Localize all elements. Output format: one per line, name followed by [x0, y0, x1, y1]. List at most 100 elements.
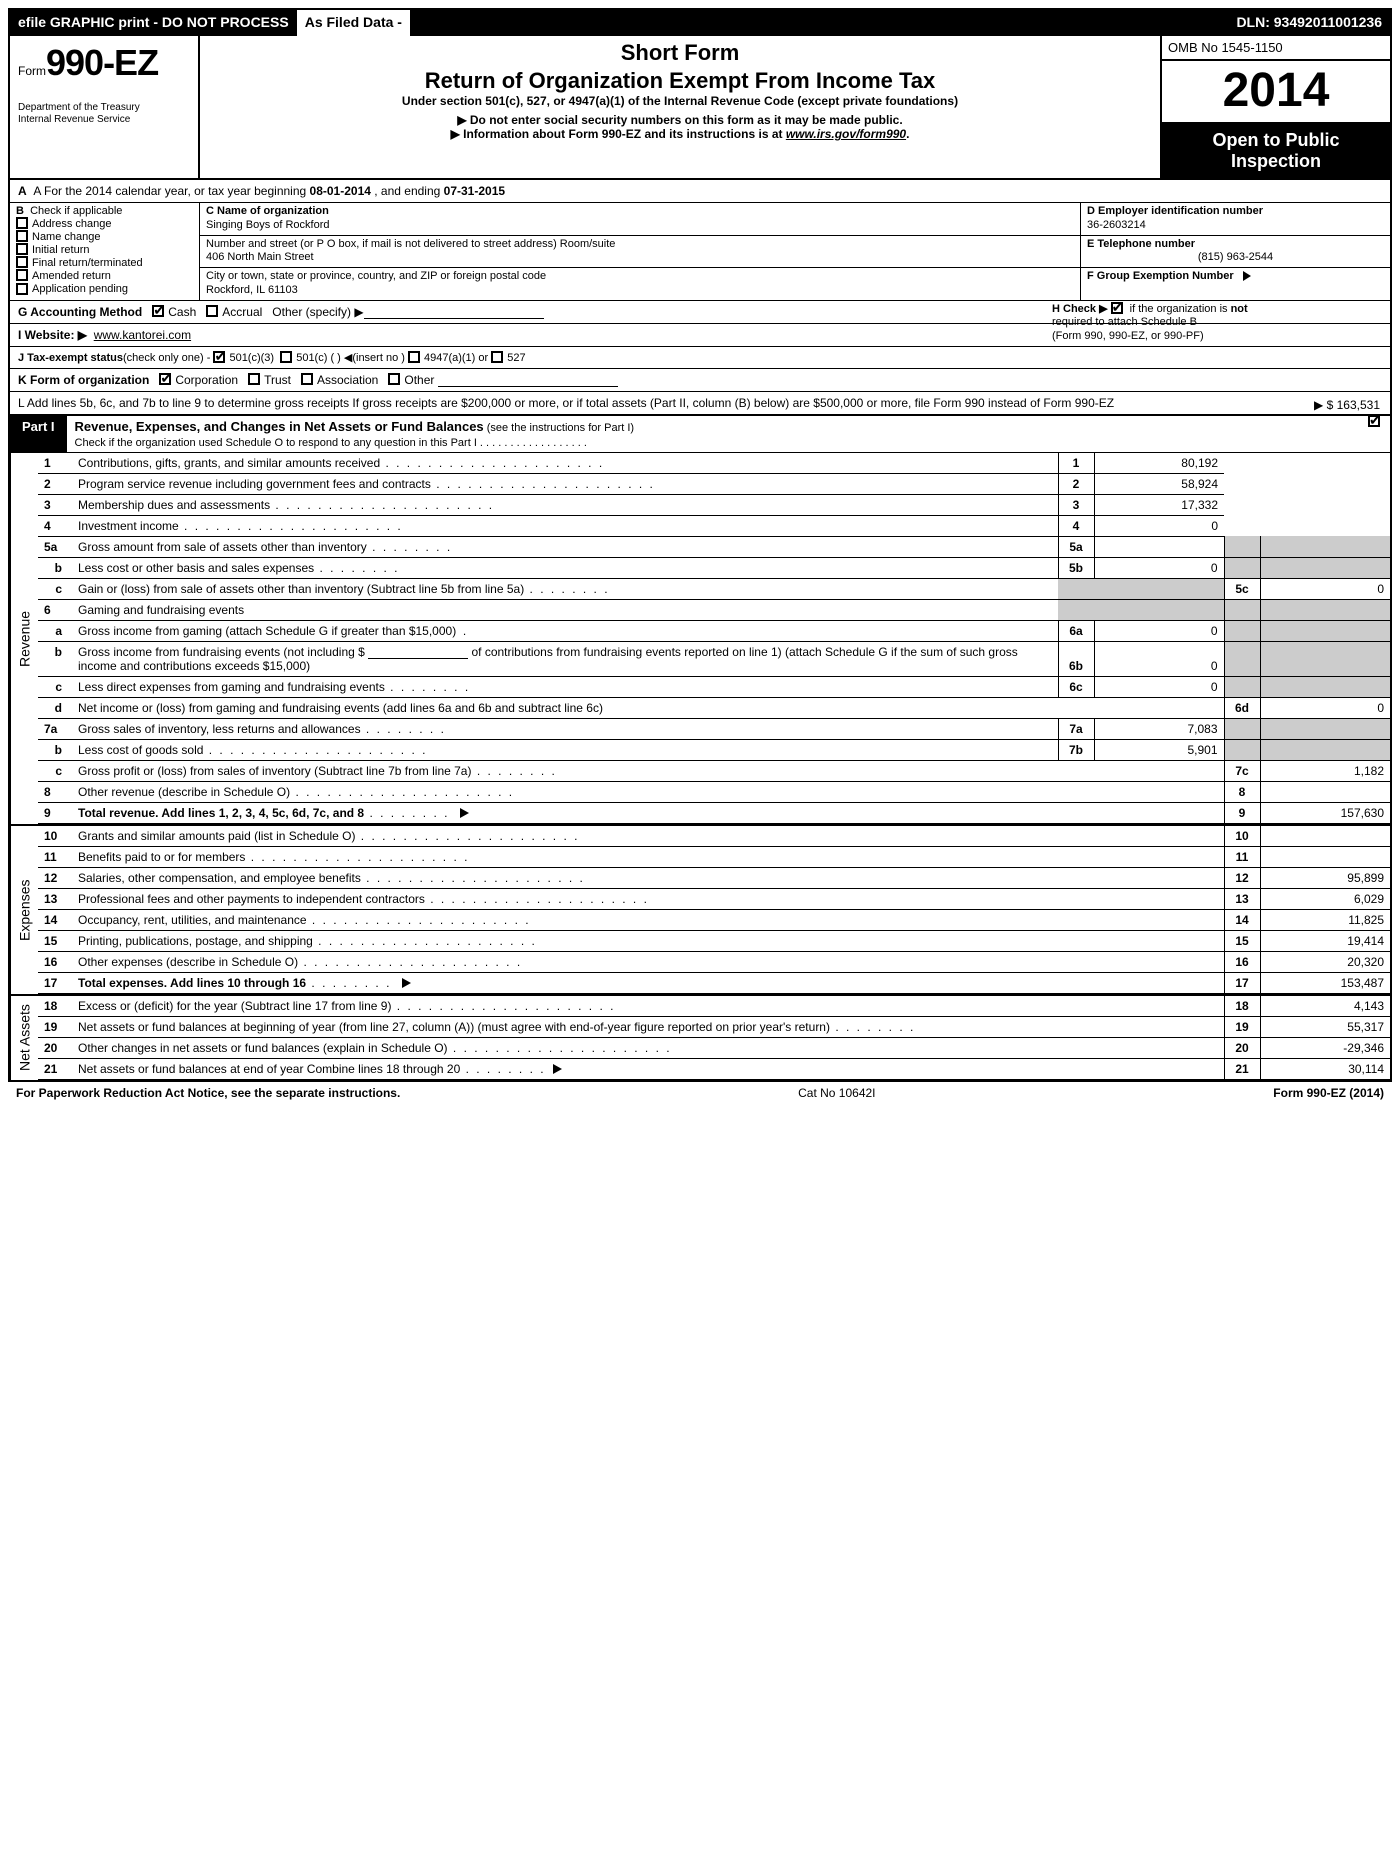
line-15: 15Printing, publications, postage, and s… — [38, 930, 1390, 951]
line-5b: bLess cost or other basis and sales expe… — [38, 557, 1390, 578]
net-assets-table: 18Excess or (deficit) for the year (Subt… — [38, 996, 1390, 1080]
city-label: City or town, state or province, country… — [206, 270, 1074, 284]
row-i-website: I Website: ▶ www.kantorei.com — [10, 324, 1390, 347]
line-4: 4Investment income40 — [38, 515, 1390, 536]
line-7a: 7aGross sales of inventory, less returns… — [38, 718, 1390, 739]
expenses-label: Expenses — [10, 826, 38, 994]
arrow-icon — [553, 1064, 562, 1074]
chk-schedule-o[interactable] — [1368, 415, 1380, 427]
short-form-title: Short Form — [210, 40, 1150, 66]
line-2: 2Program service revenue including gover… — [38, 473, 1390, 494]
dln: DLN: 93492011001236 — [1228, 10, 1390, 36]
header-center: Short Form Return of Organization Exempt… — [200, 36, 1160, 178]
efile-left: efile GRAPHIC print - DO NOT PROCESS — [10, 10, 297, 36]
ein: 36-2603214 — [1087, 219, 1146, 231]
net-assets-label: Net Assets — [10, 996, 38, 1080]
chk-final-return[interactable] — [16, 256, 28, 268]
line-6: 6Gaming and fundraising events — [38, 599, 1390, 620]
header-right: OMB No 1545-1150 2014 Open to Public Ins… — [1160, 36, 1390, 178]
chk-527[interactable] — [491, 351, 503, 363]
form-header: Form990-EZ Department of the Treasury In… — [10, 36, 1390, 180]
form-number-box: Form990-EZ Department of the Treasury In… — [10, 36, 200, 178]
line-1: 1Contributions, gifts, grants, and simil… — [38, 453, 1390, 474]
expenses-table: 10Grants and similar amounts paid (list … — [38, 826, 1390, 994]
line-13: 13Professional fees and other payments t… — [38, 888, 1390, 909]
chk-h[interactable] — [1111, 302, 1123, 314]
chk-other-org[interactable] — [388, 373, 400, 385]
line-11: 11Benefits paid to or for members11 — [38, 846, 1390, 867]
row-k-form-org: K Form of organization Corporation Trust… — [10, 369, 1390, 392]
irs-link[interactable]: www.irs.gov/form990 — [786, 127, 906, 141]
line-8: 8Other revenue (describe in Schedule O)8 — [38, 781, 1390, 802]
chk-name-change[interactable] — [16, 230, 28, 242]
line-9: 9Total revenue. Add lines 1, 2, 3, 4, 5c… — [38, 802, 1390, 823]
part-1-title: Revenue, Expenses, and Changes in Net As… — [67, 416, 1362, 452]
col-d-e-f: D Employer identification number 36-2603… — [1080, 203, 1390, 300]
chk-trust[interactable] — [248, 373, 260, 385]
e-label: E Telephone number — [1087, 238, 1195, 250]
as-filed-data: As Filed Data - — [297, 10, 430, 36]
arrow-icon — [1243, 271, 1251, 281]
chk-501c[interactable] — [280, 351, 292, 363]
row-j-tax-exempt: J Tax-exempt status(check only one) - 50… — [10, 347, 1390, 369]
chk-corporation[interactable] — [159, 373, 171, 385]
form-ref: Form 990-EZ (2014) — [1273, 1086, 1384, 1100]
form-container: efile GRAPHIC print - DO NOT PROCESS As … — [8, 8, 1392, 1082]
form-number: 990-EZ — [46, 42, 158, 83]
chk-address-change[interactable] — [16, 217, 28, 229]
expenses-block: Expenses 10Grants and similar amounts pa… — [10, 824, 1390, 994]
col-b-checkboxes: B Check if applicable Address change Nam… — [10, 203, 200, 300]
form-prefix: Form — [18, 64, 46, 78]
chk-cash[interactable] — [152, 305, 164, 317]
city-value: Rockford, IL 61103 — [206, 284, 1074, 298]
row-g-accounting: G Accounting Method Cash Accrual Other (… — [10, 301, 1390, 324]
line-14: 14Occupancy, rent, utilities, and mainte… — [38, 909, 1390, 930]
line-21: 21Net assets or fund balances at end of … — [38, 1058, 1390, 1079]
line-20: 20Other changes in net assets or fund ba… — [38, 1037, 1390, 1058]
return-title: Return of Organization Exempt From Incom… — [210, 68, 1150, 94]
line-5c: cGain or (loss) from sale of assets othe… — [38, 578, 1390, 599]
line-17: 17Total expenses. Add lines 10 through 1… — [38, 972, 1390, 993]
website-value[interactable]: www.kantorei.com — [94, 328, 191, 342]
irs: Internal Revenue Service — [18, 114, 190, 126]
row-l-gross-receipts: L Add lines 5b, 6c, and 7b to line 9 to … — [10, 392, 1390, 414]
dept-treasury: Department of the Treasury — [18, 102, 190, 114]
paperwork-notice: For Paperwork Reduction Act Notice, see … — [16, 1086, 400, 1100]
chk-accrual[interactable] — [206, 305, 218, 317]
line-6d: dNet income or (loss) from gaming and fu… — [38, 697, 1390, 718]
street-label: Number and street (or P O box, if mail i… — [206, 238, 1074, 252]
col-c-name-address: C Name of organization Singing Boys of R… — [200, 203, 1080, 300]
arrow-icon — [460, 808, 469, 818]
phone: (815) 963-2544 — [1087, 251, 1384, 265]
under-section: Under section 501(c), 527, or 4947(a)(1)… — [210, 94, 1150, 109]
tax-year: 2014 — [1162, 61, 1390, 124]
revenue-table: 1Contributions, gifts, grants, and simil… — [38, 453, 1390, 824]
omb-number: OMB No 1545-1150 — [1162, 36, 1390, 61]
line-7c: cGross profit or (loss) from sales of in… — [38, 760, 1390, 781]
part-1-tab: Part I — [10, 416, 67, 452]
line-18: 18Excess or (deficit) for the year (Subt… — [38, 996, 1390, 1017]
chk-4947[interactable] — [408, 351, 420, 363]
gross-receipts-amount: 163,531 — [1337, 398, 1380, 412]
org-name: Singing Boys of Rockford — [206, 219, 1074, 233]
chk-501c3[interactable] — [213, 351, 225, 363]
net-assets-block: Net Assets 18Excess or (deficit) for the… — [10, 994, 1390, 1080]
arrow-icon — [402, 978, 411, 988]
chk-initial-return[interactable] — [16, 243, 28, 255]
f-label: F Group Exemption Number — [1087, 270, 1234, 282]
line-6c: cLess direct expenses from gaming and fu… — [38, 676, 1390, 697]
footer: For Paperwork Reduction Act Notice, see … — [8, 1082, 1392, 1104]
line-16: 16Other expenses (describe in Schedule O… — [38, 951, 1390, 972]
line-10: 10Grants and similar amounts paid (list … — [38, 826, 1390, 847]
chk-association[interactable] — [301, 373, 313, 385]
row-a-tax-year: A A For the 2014 calendar year, or tax y… — [10, 180, 1390, 203]
d-label: D Employer identification number — [1087, 205, 1263, 217]
c-label: C Name of organization — [206, 205, 329, 217]
chk-amended-return[interactable] — [16, 269, 28, 281]
revenue-label: Revenue — [10, 453, 38, 824]
line-5a: 5aGross amount from sale of assets other… — [38, 536, 1390, 557]
line-12: 12Salaries, other compensation, and empl… — [38, 867, 1390, 888]
info-link-line: ▶ Information about Form 990-EZ and its … — [210, 127, 1150, 141]
chk-application-pending[interactable] — [16, 283, 28, 295]
part-1-bar: Part I Revenue, Expenses, and Changes in… — [10, 414, 1390, 453]
